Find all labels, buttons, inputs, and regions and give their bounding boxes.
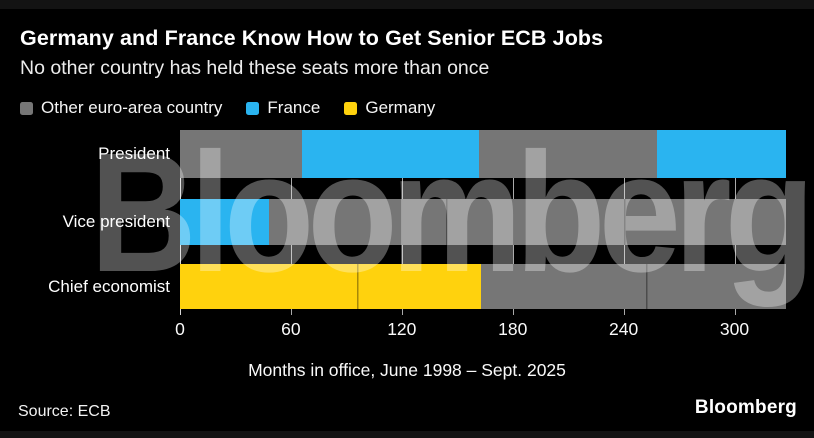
legend-item-germany: Germany — [344, 98, 435, 118]
bar-segment-other — [645, 264, 787, 309]
legend-swatch-other — [20, 101, 33, 115]
legend-item-other: Other euro-area country — [20, 98, 222, 118]
category-label-chief-economist: Chief economist — [48, 277, 170, 296]
x-axis-ticks: 0 60 120 180 240 300 — [175, 319, 790, 341]
x-tick-label: 0 — [175, 319, 185, 339]
x-tick-label: 60 — [281, 319, 301, 339]
category-label-president: President — [98, 144, 170, 163]
bar-segment-france — [656, 130, 787, 178]
stacked-bar-president — [180, 130, 790, 178]
legend-label: France — [267, 98, 321, 117]
x-tick-label: 120 — [387, 319, 417, 339]
bottom-border — [0, 431, 814, 438]
x-tick-label: 240 — [609, 319, 639, 339]
x-axis-label: Months in office, June 1998 – Sept. 2025 — [248, 360, 566, 380]
bar-segment-other — [268, 199, 447, 245]
bar-segment-other — [479, 130, 657, 178]
legend-label: Germany — [365, 98, 436, 117]
legend-swatch-france — [246, 101, 260, 115]
source-note: Source: ECB — [18, 403, 111, 420]
legend: Other euro-area country France Germany — [20, 98, 435, 118]
bar-segment-other — [623, 199, 787, 245]
bar-segment-germany — [357, 264, 482, 309]
bar-segment-other — [180, 130, 302, 178]
bar-segment-france — [302, 130, 480, 178]
x-tick-label: 300 — [719, 319, 750, 339]
category-label-vice-president: Vice president — [62, 212, 170, 231]
stacked-bar-chief-economist — [180, 264, 790, 309]
chart-subtitle: No other country has held these seats mo… — [20, 57, 490, 79]
x-tick-label: 180 — [498, 319, 528, 339]
bloomberg-logo: Bloomberg — [694, 397, 797, 418]
legend-item-france: France — [246, 98, 320, 118]
bar-segment-france — [180, 199, 269, 245]
stacked-bar-vice-president — [180, 199, 790, 245]
bar-segment-other — [481, 264, 646, 309]
bar-segment-germany — [180, 264, 358, 309]
bar-segment-other — [446, 199, 624, 245]
legend-swatch-germany — [344, 101, 358, 115]
legend-label: Other euro-area country — [41, 98, 223, 117]
chart-title: Germany and France Know How to Get Senio… — [20, 26, 604, 50]
top-border — [0, 0, 814, 9]
